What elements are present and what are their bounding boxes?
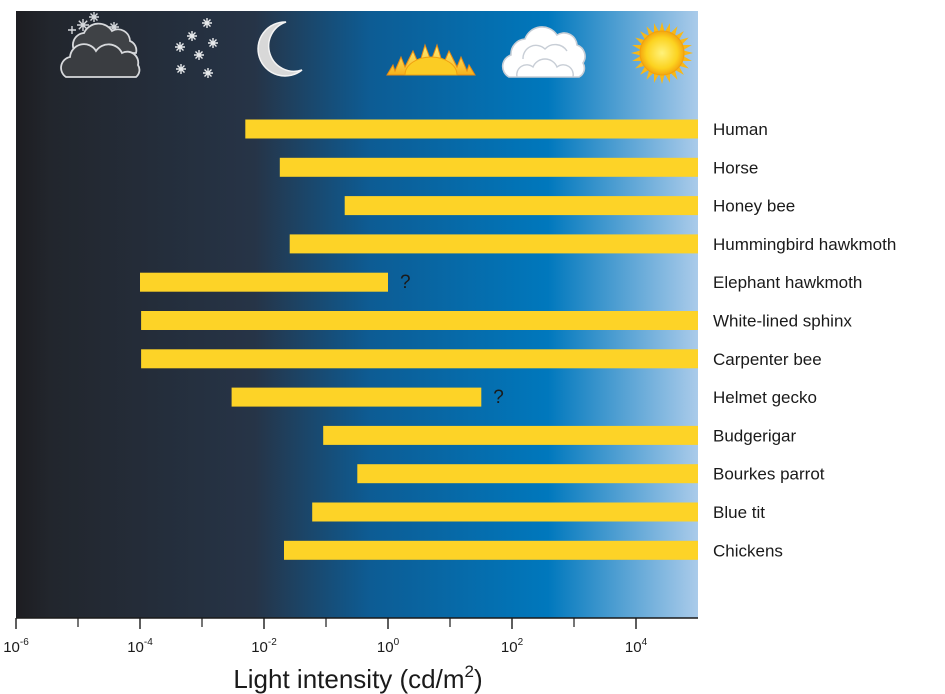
starry-night-icon: [175, 18, 218, 78]
tick-label: 10-4: [127, 637, 153, 656]
bar-carpenter-bee: [141, 349, 699, 369]
bar-horse: [279, 157, 698, 177]
bar-honey-bee: [344, 196, 698, 216]
x-axis-title: Light intensity (cd/m2): [233, 662, 482, 694]
sunrise-icon: [386, 43, 476, 76]
label-elephant-hawkmoth: Elephant hawkmoth: [713, 273, 862, 292]
label-carpenter-bee: Carpenter bee: [713, 350, 822, 369]
bar-human: [245, 119, 699, 139]
species-labels: Human Horse Honey bee Hummingbird hawkmoth E…: [713, 120, 896, 560]
label-human: Human: [713, 120, 768, 139]
tick-label: 104: [625, 637, 648, 656]
starry-cloudy-night-icon: [60, 12, 141, 78]
sunny-day-icon: [631, 22, 693, 84]
bar-bourkes-parrot: [357, 464, 698, 484]
label-horse: Horse: [713, 158, 758, 177]
tick-label: 10-6: [3, 637, 29, 656]
label-blue-tit: Blue tit: [713, 503, 765, 522]
bar-chickens: [284, 540, 698, 560]
bar-helmet-gecko: [231, 387, 482, 407]
bar-elephant-hawkmoth: [140, 272, 388, 292]
tick-label: 102: [501, 637, 524, 656]
label-white-lined-sphinx: White-lined sphinx: [713, 312, 852, 331]
label-helmet-gecko: Helmet gecko: [713, 388, 817, 407]
range-bars: ??: [140, 119, 699, 560]
label-budgerigar: Budgerigar: [713, 426, 797, 445]
label-hummingbird-hawkmoth: Hummingbird hawkmoth: [713, 235, 896, 254]
uncertain-mark-helmet-gecko: ?: [493, 387, 504, 408]
bar-hummingbird-hawkmoth: [289, 234, 698, 254]
bar-white-lined-sphinx: [141, 311, 699, 330]
tick-label: 10-2: [251, 637, 277, 656]
bar-budgerigar: [323, 425, 698, 445]
label-bourkes-parrot: Bourkes parrot: [713, 465, 825, 484]
x-axis-ticks: 10-6 10-4 10-2 100 102 104: [3, 618, 648, 656]
moonlight-icon: [257, 21, 303, 77]
label-honey-bee: Honey bee: [713, 197, 795, 216]
uncertain-mark-elephant-hawkmoth: ?: [400, 272, 411, 293]
tick-label: 100: [377, 637, 400, 656]
label-chickens: Chickens: [713, 541, 783, 560]
cloudy-day-icon: [501, 26, 586, 78]
bar-blue-tit: [312, 502, 698, 522]
